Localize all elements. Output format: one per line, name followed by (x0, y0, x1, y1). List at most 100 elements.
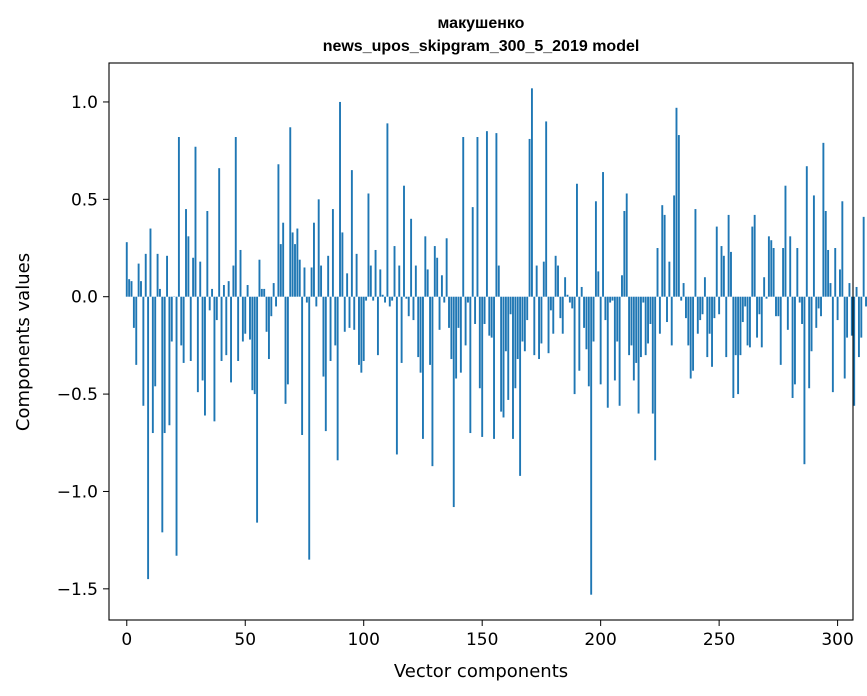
bar (308, 296, 311, 560)
bar (239, 249, 242, 297)
bar (279, 244, 282, 297)
bar-series (125, 88, 867, 595)
bar (474, 296, 477, 324)
bar (545, 121, 548, 297)
bar (185, 209, 187, 297)
bar (722, 255, 725, 297)
bar (578, 296, 581, 371)
bar (467, 296, 469, 303)
bar (850, 296, 853, 336)
bar (277, 164, 280, 297)
bar (237, 296, 240, 361)
bar (310, 267, 313, 297)
bar (483, 296, 486, 324)
x-tick-label: 300 (821, 630, 853, 650)
bar (452, 296, 455, 508)
bar (801, 296, 804, 324)
bar (637, 296, 640, 414)
bar (301, 296, 304, 435)
chart-title-line1: макушенко (438, 15, 525, 32)
bar (658, 296, 661, 334)
bar (362, 296, 365, 361)
x-tick-label: 50 (234, 630, 256, 650)
bar (661, 205, 664, 297)
bar (182, 296, 185, 363)
bar (426, 269, 429, 297)
bar (163, 296, 166, 434)
bar (786, 296, 789, 330)
x-tick-label: 100 (347, 630, 379, 650)
bar (810, 296, 813, 352)
bar (450, 296, 453, 360)
bar (824, 211, 827, 297)
bar (251, 296, 254, 391)
bar (125, 242, 128, 297)
bar (289, 127, 292, 297)
bar (443, 296, 446, 303)
bar (765, 296, 768, 299)
bar (232, 265, 235, 297)
bar (699, 296, 702, 321)
bar (327, 255, 330, 297)
bar (398, 265, 401, 297)
bar (644, 296, 647, 356)
bar (334, 296, 337, 346)
bar (376, 296, 379, 356)
bar (812, 195, 815, 297)
bar (839, 269, 841, 297)
bar (561, 296, 564, 334)
bar (730, 251, 732, 297)
bar (267, 296, 270, 360)
bar (516, 296, 519, 360)
bar (204, 296, 206, 416)
bar (583, 296, 586, 328)
bar (526, 296, 529, 321)
bar (523, 296, 526, 352)
bar (151, 296, 154, 434)
bar (490, 296, 493, 338)
bar (623, 211, 626, 297)
bar (748, 296, 751, 348)
bar (725, 296, 728, 358)
bar (140, 281, 142, 297)
bar (386, 123, 389, 297)
bar (509, 296, 512, 315)
bar (488, 296, 491, 336)
bar (500, 296, 503, 412)
y-tick-label: 1.0 (71, 93, 98, 113)
bar (161, 296, 164, 533)
bar (530, 88, 533, 297)
bar (512, 296, 514, 439)
y-tick-label: −1.0 (57, 482, 98, 502)
y-tick-label: −1.5 (57, 580, 98, 600)
bar (727, 214, 730, 297)
bar (417, 296, 420, 358)
bar (779, 296, 782, 365)
chart-title-line2: news_upos_skipgram_300_5_2019 model (323, 38, 640, 55)
bar (296, 228, 299, 297)
bar (621, 275, 623, 297)
bar (677, 135, 680, 297)
bar (715, 226, 718, 297)
bar (706, 296, 709, 358)
bar (820, 296, 822, 317)
bar (547, 296, 550, 354)
bar (843, 296, 846, 379)
bar (642, 296, 645, 303)
bar (554, 255, 557, 297)
bar (687, 296, 690, 346)
bar (317, 199, 320, 297)
bar (196, 296, 199, 393)
bar (703, 277, 706, 297)
bar (635, 296, 638, 363)
bar (220, 296, 223, 361)
bar (218, 168, 221, 297)
bar (791, 296, 794, 398)
bar (201, 296, 204, 381)
axes: 0 50 100 150 200 250 300 −1.5 −1.0 −0.5 0.0 0.5 1.0 (57, 62, 854, 650)
bar (403, 185, 405, 297)
bar (519, 296, 522, 476)
x-tick-label: 250 (703, 630, 735, 650)
bar (424, 236, 427, 297)
bar (343, 296, 346, 332)
